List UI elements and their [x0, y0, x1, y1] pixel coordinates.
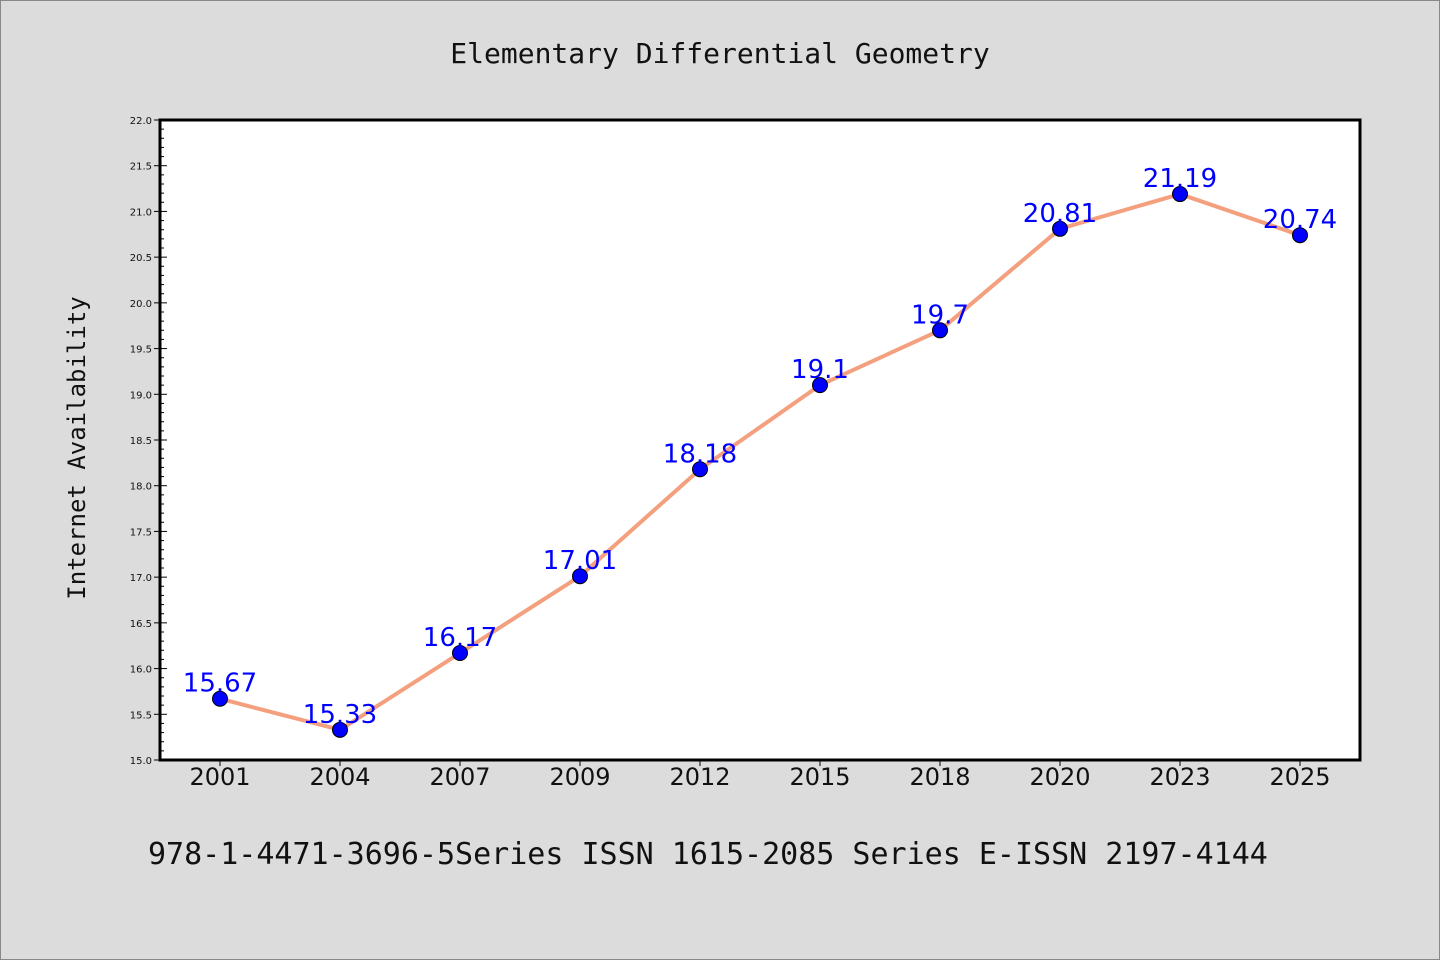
data-label: 19.1: [791, 355, 849, 385]
x-tick-label: 2018: [909, 763, 970, 791]
data-label: 15.67: [183, 669, 257, 699]
y-tick-label: 18.5: [130, 436, 152, 447]
y-tick-label: 19.0: [130, 390, 152, 401]
y-tick-label: 15.0: [130, 756, 152, 767]
data-label: 16.17: [423, 623, 497, 653]
data-point-marker: [1052, 220, 1068, 237]
y-tick-label: 16.0: [130, 665, 152, 676]
y-tick-label: 21.5: [130, 162, 152, 173]
x-tick-label: 2025: [1269, 763, 1330, 791]
y-tick-label: 16.5: [130, 619, 152, 630]
data-point-marker: [932, 322, 948, 339]
y-axis: 15.0 15.5 16.0 16.5 17.0 17.5 18.0 18.5 19.0 19.5…: [130, 116, 167, 767]
x-tick-label: 2007: [429, 763, 490, 791]
data-point-marker: [1172, 186, 1188, 203]
chart-title: Elementary Differential Geometry: [450, 37, 989, 70]
data-point-marker: [572, 568, 588, 585]
x-tick-label: 2009: [549, 763, 610, 791]
x-tick-label: 2020: [1029, 763, 1090, 791]
y-tick-label: 20.0: [130, 299, 152, 310]
data-label: 21.19: [1143, 164, 1217, 194]
data-point-marker: [452, 645, 468, 662]
series-line: [218, 192, 1302, 732]
data-label: 20.81: [1023, 199, 1097, 229]
x-tick-label: 2004: [309, 763, 370, 791]
y-axis-label: Internet Availability: [63, 296, 91, 599]
data-point-marker: [1292, 227, 1308, 244]
data-label: 19.7: [911, 300, 969, 330]
y-tick-label: 21.0: [130, 207, 152, 218]
x-axis: 2001 2004 2007 2009 2012 2015 2018 2020 2023 2025: [189, 760, 1331, 791]
y-tick-label: 20.5: [130, 253, 152, 264]
data-label: 18.18: [663, 439, 737, 469]
footer-text: 978-1-4471-3696-5Series ISSN 1615-2085 S…: [148, 837, 1268, 872]
y-tick-label: 17.0: [130, 573, 152, 584]
x-tick-label: 2001: [189, 763, 250, 791]
x-tick-label: 2012: [669, 763, 730, 791]
data-point-marker: [812, 377, 828, 394]
x-tick-label: 2023: [1149, 763, 1210, 791]
y-tick-label: 17.5: [130, 527, 152, 538]
data-label: 17.01: [543, 546, 617, 576]
y-tick-label: 22.0: [130, 116, 152, 127]
data-point-marker: [692, 461, 708, 478]
data-labels-group: 15.67 15.33 16.17 17.01 18.18 19.1 19.7 20.81 21…: [183, 164, 1337, 730]
data-point-marker: [212, 690, 228, 707]
data-label: 15.33: [303, 700, 377, 730]
y-tick-label: 15.5: [130, 710, 152, 721]
x-tick-label: 2015: [789, 763, 850, 791]
data-point-marker: [332, 721, 348, 738]
data-label: 20.74: [1263, 205, 1337, 235]
plot-area: [158, 118, 1362, 762]
y-tick-label: 19.5: [130, 345, 152, 356]
y-tick-label: 18.0: [130, 482, 152, 493]
series-group: [212, 186, 1308, 738]
